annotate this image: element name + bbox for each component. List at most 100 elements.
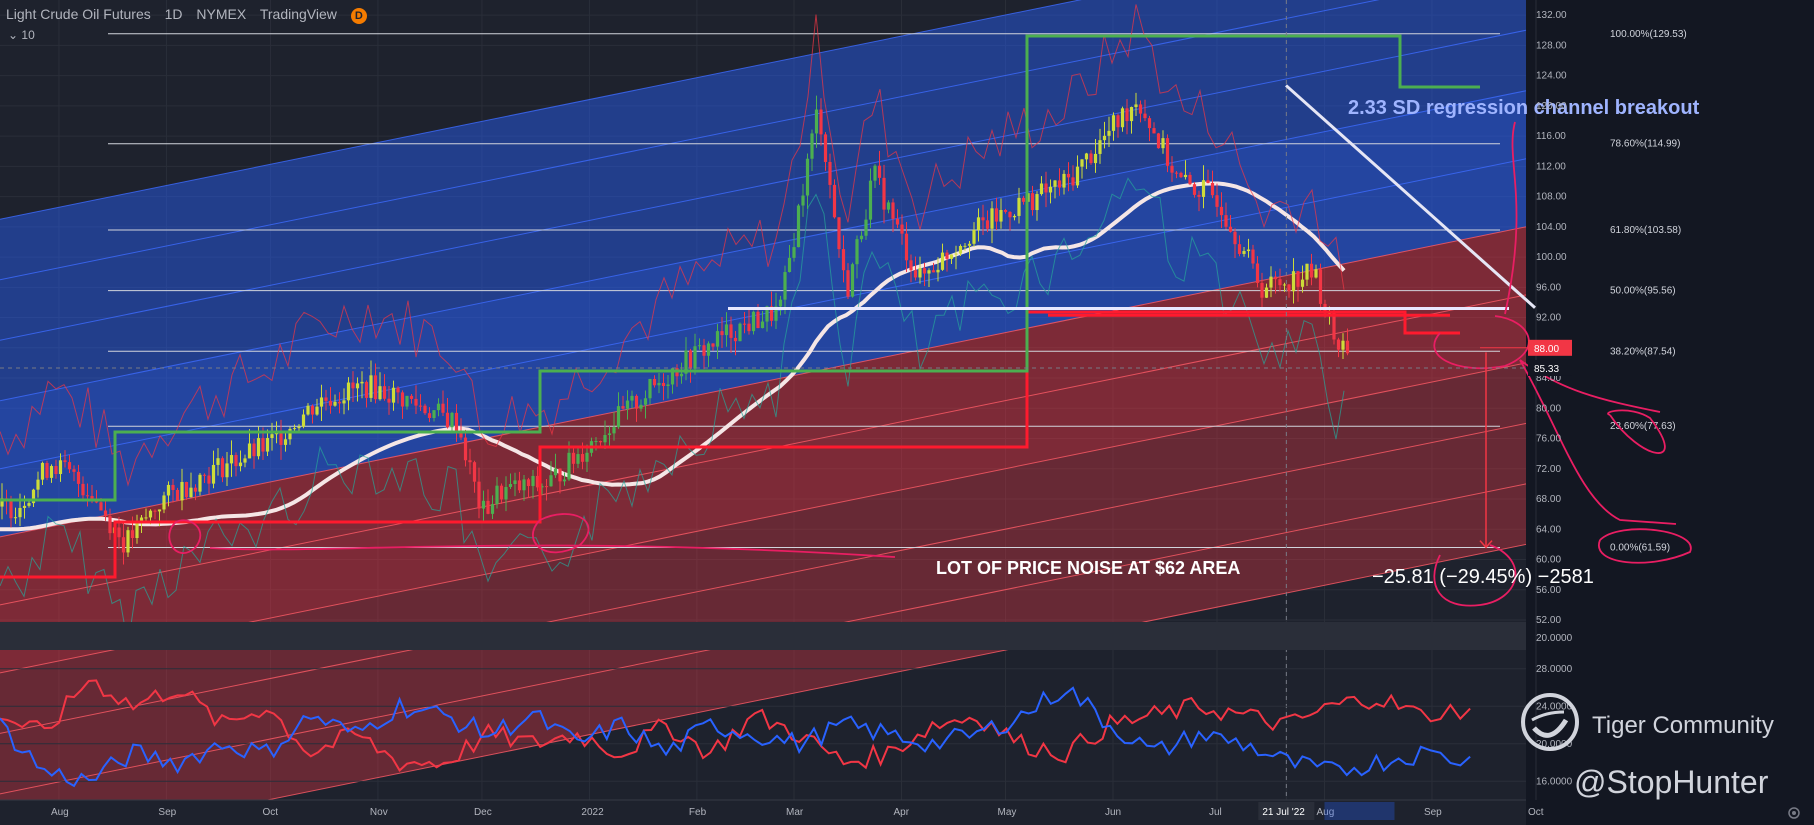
- candle-body: [468, 460, 472, 463]
- candle-body: [292, 428, 297, 430]
- candle-body: [810, 133, 814, 159]
- candle-body: [342, 400, 346, 404]
- candle-body: [180, 481, 184, 501]
- candle-body: [139, 517, 144, 522]
- candle-body: [36, 479, 40, 490]
- candle-body: [1035, 194, 1039, 211]
- candle-body: [1003, 209, 1008, 212]
- candle-body: [832, 184, 837, 218]
- candle-body: [1215, 195, 1219, 207]
- candle-body: [967, 243, 972, 246]
- time-axis-tick: Oct: [1528, 807, 1544, 818]
- candle-body: [490, 504, 495, 514]
- candle-body: [945, 252, 949, 259]
- candle-body: [756, 311, 760, 329]
- candle-body: [855, 239, 859, 265]
- candle-body: [1134, 104, 1138, 108]
- candle-body: [616, 406, 621, 428]
- interval-label[interactable]: 1D: [164, 6, 183, 22]
- candle-body: [220, 458, 225, 478]
- candle-body: [360, 381, 364, 384]
- candle-body: [495, 485, 499, 505]
- candle-body: [981, 217, 985, 221]
- price-axis-tick: 68.00: [1536, 494, 1561, 505]
- oscillator-axis-tick: 24.0000: [1536, 701, 1573, 712]
- candle-body: [432, 410, 436, 419]
- candle-body: [1309, 263, 1314, 278]
- candle-body: [1125, 108, 1129, 122]
- downtrend-line[interactable]: [1285, 84, 1536, 309]
- price-axis-tick: 64.00: [1536, 524, 1561, 535]
- candle-body: [166, 484, 171, 496]
- candle-body: [562, 479, 567, 482]
- data-badge[interactable]: D: [350, 8, 367, 24]
- pane-separator[interactable]: [0, 622, 1526, 650]
- candle-body: [346, 382, 351, 401]
- measure-arrow-head-icon: [1479, 540, 1493, 549]
- candle-body: [513, 480, 517, 484]
- candle-body: [1246, 249, 1251, 252]
- price-axis-tick: 60.00: [1536, 555, 1561, 566]
- candle-body: [1314, 269, 1318, 278]
- chevron-down-icon[interactable]: ⌄: [8, 28, 19, 42]
- candle-body: [445, 412, 450, 428]
- price-axis-tick: 80.00: [1536, 403, 1561, 414]
- candle-body: [427, 413, 432, 419]
- candle-body: [801, 195, 805, 206]
- candle-body: [301, 414, 306, 427]
- candle-body: [778, 299, 783, 307]
- candle-body: [1192, 184, 1197, 195]
- exchange-label: NYMEX: [196, 6, 247, 22]
- candle-body: [706, 343, 711, 356]
- candle-body: [364, 381, 369, 398]
- candle-body: [40, 462, 45, 480]
- hand-annotation-stroke: [1598, 528, 1692, 564]
- oscillator-series-line: [0, 686, 1471, 788]
- lower-envelope-line: [0, 177, 1345, 646]
- price-axis-tick: 124.00: [1536, 71, 1567, 82]
- fib-level-label: 100.00%(129.53): [1610, 29, 1687, 40]
- current-price-label: 88.00: [1534, 344, 1559, 355]
- candle-body: [243, 458, 247, 463]
- candle-body: [85, 495, 90, 497]
- candle-body: [67, 462, 72, 470]
- price-axis-tick: 72.00: [1536, 464, 1561, 475]
- gear-icon[interactable]: [1788, 807, 1800, 819]
- brand-logo: [1518, 690, 1582, 759]
- price-axis-tick: 128.00: [1536, 40, 1567, 51]
- candle-body: [414, 398, 418, 406]
- fib-level-label: 78.60%(114.99): [1610, 139, 1680, 150]
- candle-body: [1291, 271, 1296, 292]
- hand-annotation-stroke: [1519, 359, 1677, 525]
- support-step-line: [0, 310, 1460, 579]
- candle-body: [1012, 215, 1017, 218]
- candle-body: [1282, 284, 1287, 286]
- candle-body: [1071, 177, 1075, 186]
- price-axis-tick: 112.00: [1536, 161, 1566, 172]
- candle-body: [207, 475, 211, 484]
- candle-body: [679, 373, 684, 377]
- candle-body: [1237, 244, 1242, 254]
- crosshair-date-badge: [1258, 802, 1315, 820]
- time-axis-tick: Aug: [1316, 807, 1334, 818]
- candle-body: [202, 474, 207, 476]
- regression-channel-line: [0, 422, 1527, 734]
- symbol-name[interactable]: Light Crude Oil Futures: [6, 6, 151, 22]
- candle-body: [585, 452, 589, 462]
- candle-body: [553, 468, 558, 476]
- time-axis-tick: May: [997, 807, 1016, 818]
- time-axis-tick: Jul: [1209, 807, 1222, 818]
- candle-body: [859, 235, 864, 240]
- candle-body: [1161, 138, 1165, 149]
- candle-body: [1300, 279, 1305, 287]
- candle-body: [306, 405, 310, 415]
- time-axis-tick: Sep: [1424, 807, 1442, 818]
- candle-body: [1251, 249, 1255, 264]
- candle-body: [108, 516, 112, 534]
- candle-body: [1093, 153, 1098, 164]
- volume-indicator-label[interactable]: ⌄ 10: [8, 28, 35, 42]
- candle-body: [499, 485, 504, 500]
- platform-label: TradingView: [259, 6, 337, 22]
- candle-body: [760, 321, 765, 329]
- candle-body: [720, 331, 724, 336]
